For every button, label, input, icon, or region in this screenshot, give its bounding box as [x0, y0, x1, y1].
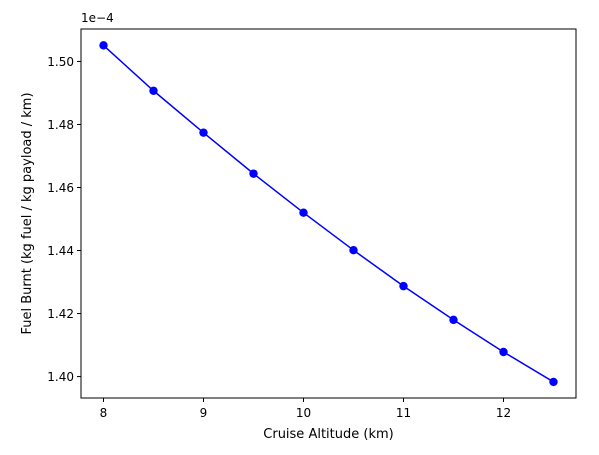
x-axis-ticks: 8 9 10 11 12: [100, 398, 511, 420]
x-axis-label: Cruise Altitude (km): [263, 427, 393, 442]
data-point: [449, 315, 458, 325]
x-tick-label: 9: [200, 406, 208, 420]
x-tick-label: 11: [396, 406, 411, 420]
data-point: [349, 246, 358, 255]
data-point: [399, 281, 408, 291]
data-point: [149, 86, 158, 95]
data-point: [549, 377, 558, 387]
data-point: [99, 41, 108, 50]
plot-layer: [99, 41, 558, 387]
y-axis-label: Fuel Burnt (kg fuel / kg payload / km): [20, 92, 35, 334]
y-tick-label: 1.46: [47, 181, 74, 195]
y-tick-label: 1.44: [47, 244, 74, 258]
y-tick-label: 1.50: [47, 55, 74, 69]
series-line: [102, 44, 554, 383]
y-tick-label: 1.48: [47, 118, 74, 132]
data-point: [299, 208, 308, 217]
y-axis-offset-label: 1e−4: [81, 11, 114, 25]
data-point: [199, 128, 208, 137]
x-tick-label: 8: [100, 406, 108, 420]
data-point: [249, 169, 258, 178]
data-point: [499, 347, 508, 357]
y-tick-label: 1.42: [47, 307, 74, 321]
y-tick-label: 1.40: [47, 370, 74, 384]
y-axis-ticks: 1.40 1.42 1.44 1.46 1.48 1.50: [47, 55, 81, 384]
x-tick-label: 10: [296, 406, 311, 420]
plot-frame: [80, 28, 577, 399]
x-tick-label: 12: [496, 406, 511, 420]
